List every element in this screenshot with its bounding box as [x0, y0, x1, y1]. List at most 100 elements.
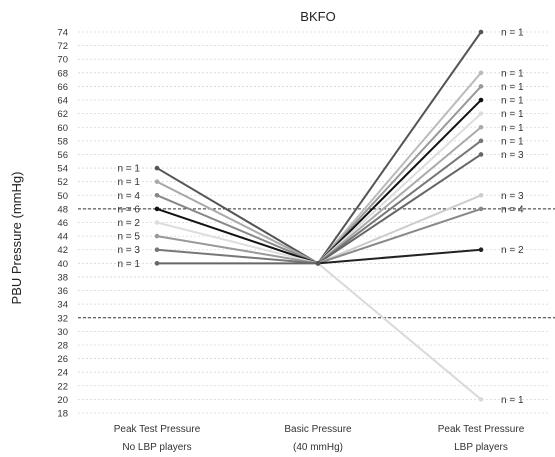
series-line-right [317, 85, 482, 264]
y-tick-label: 58 [57, 136, 68, 147]
y-tick-label: 60 [57, 123, 68, 134]
y-tick-label: 46 [57, 218, 68, 229]
series-point-right [478, 397, 484, 402]
series-line-right [317, 194, 482, 265]
y-tick-label: 74 [57, 28, 68, 39]
y-axis-label: PBU Pressure (mmHg) [9, 172, 24, 305]
n-label-left: n = 1 [117, 164, 140, 175]
series-line-left [156, 248, 319, 265]
n-label-right: n = 1 [501, 82, 524, 93]
x-category-label: Basic Pressure [284, 424, 352, 435]
n-label-left: n = 1 [117, 259, 140, 270]
series-line-right [317, 112, 482, 265]
series-point-right [478, 192, 484, 198]
n-label-right: n = 1 [501, 96, 524, 107]
series-line-left [156, 194, 319, 265]
y-tick-label: 72 [57, 41, 68, 52]
n-label-left: n = 2 [117, 218, 140, 229]
series-line-right [317, 72, 482, 264]
y-tick-label: 50 [57, 191, 68, 202]
y-tick-label: 32 [57, 313, 68, 324]
n-label-right: n = 3 [501, 191, 524, 202]
chart-title: BKFO [300, 9, 335, 24]
y-tick-label: 24 [57, 368, 68, 379]
y-tick-label: 26 [57, 354, 68, 365]
y-tick-label: 52 [57, 177, 68, 188]
y-tick-label: 30 [57, 327, 68, 338]
y-tick-label: 68 [57, 68, 68, 79]
series-line-right [317, 140, 482, 265]
x-category-sublabel: No LBP players [122, 442, 191, 453]
y-tick-label: 38 [57, 272, 68, 283]
n-label-left: n = 1 [117, 177, 140, 188]
series-point-left [154, 192, 160, 198]
y-tick-label: 44 [57, 232, 68, 243]
series-line-left [156, 180, 319, 265]
series-line-left [156, 235, 319, 265]
y-tick-label: 54 [57, 164, 68, 175]
series-line-right [317, 207, 482, 265]
n-label-right: n = 1 [501, 109, 524, 120]
series-line-right [317, 248, 482, 265]
series-point-right [478, 84, 484, 89]
series-point-right [478, 247, 484, 253]
n-label-right: n = 2 [501, 245, 524, 256]
y-tick-label: 70 [57, 55, 68, 66]
series-point-right [478, 70, 484, 76]
x-category-sublabel: LBP players [454, 442, 508, 453]
y-tick-label: 42 [57, 245, 68, 256]
series-point-left [154, 233, 160, 239]
n-labels: n = 1 n = 1 n = 4 n = 6 n = 2 n = 5 n = 3 n = 1… [117, 28, 523, 406]
series-point-left [154, 261, 160, 266]
y-tick-label: 22 [57, 381, 68, 392]
y-tick-label: 66 [57, 82, 68, 93]
n-label-right: n = 1 [501, 68, 524, 79]
y-tick-label: 62 [57, 109, 68, 120]
y-tick-label: 28 [57, 340, 68, 351]
series-line-right [317, 262, 482, 401]
series-point-right [478, 152, 484, 157]
n-label-left: n = 5 [117, 232, 140, 243]
y-tick-label: 20 [57, 395, 68, 406]
y-tick-label: 64 [57, 96, 68, 107]
center-point [315, 260, 321, 266]
series-line-right [317, 99, 482, 265]
series-lines [154, 29, 484, 402]
n-label-right: n = 3 [501, 150, 524, 161]
y-tick-label: 40 [57, 259, 68, 270]
series-line-right [317, 31, 482, 264]
y-tick-label: 56 [57, 150, 68, 161]
n-label-right: n = 1 [501, 28, 524, 39]
y-tick-label: 18 [57, 409, 68, 420]
series-point-left [154, 165, 160, 171]
series-point-right [478, 206, 484, 212]
n-label-right: n = 4 [501, 204, 524, 215]
n-label-right: n = 1 [501, 395, 524, 406]
n-label-left: n = 4 [117, 191, 140, 202]
series-line-right [317, 126, 482, 265]
n-label-left: n = 3 [117, 245, 140, 256]
n-label-right: n = 1 [501, 123, 524, 134]
x-category-sublabel: (40 mmHg) [293, 442, 343, 453]
series-point-right [478, 111, 484, 116]
y-tick-label: 34 [57, 300, 68, 311]
series-line-right [317, 153, 482, 265]
y-tick-label: 36 [57, 286, 68, 297]
y-tick-labels: 18 20 22 24 26 28 30 32 34 36 38 40 42 44 46 48 50 52 54 56… [57, 28, 68, 420]
x-category-label: Peak Test Pressure [114, 424, 201, 435]
series-point-left [154, 206, 160, 212]
series-point-right [478, 124, 484, 130]
series-line-left [156, 207, 319, 265]
x-category-label: Peak Test Pressure [438, 424, 525, 435]
n-label-left: n = 6 [117, 204, 140, 215]
x-category-labels: Peak Test Pressure No LBP players Basic Pr… [114, 424, 525, 453]
series-point-right [478, 29, 484, 35]
series-line-left [156, 167, 319, 265]
series-point-right [478, 138, 484, 144]
series-line-left [156, 221, 319, 265]
series-point-right [478, 97, 484, 103]
n-label-right: n = 1 [501, 136, 524, 147]
series-point-left [154, 247, 160, 253]
y-tick-label: 48 [57, 204, 68, 215]
